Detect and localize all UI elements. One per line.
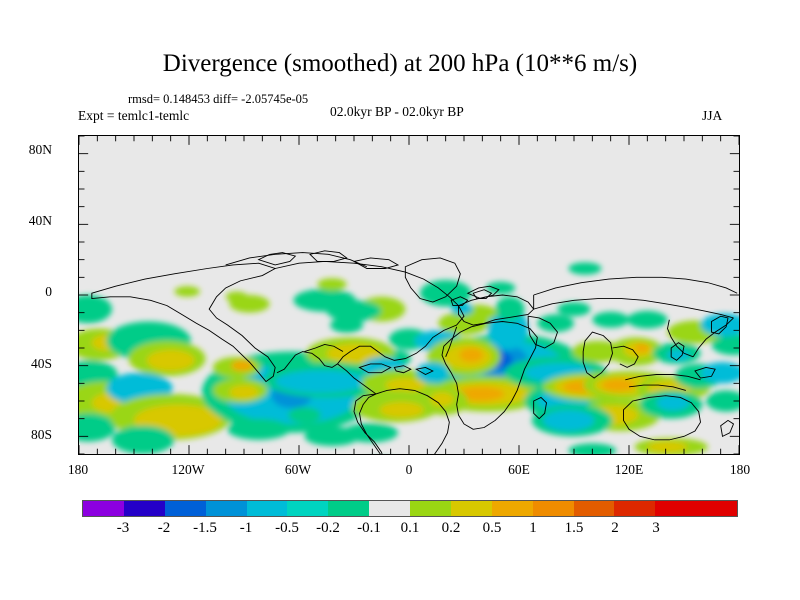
xtick-label-0: 0 — [405, 462, 413, 477]
xtick-label-120e: 120E — [614, 462, 644, 477]
colorbar-band-10 — [491, 501, 533, 516]
season-label: JJA — [702, 108, 723, 123]
colorbar-tick-0.1: 0.1 — [400, 520, 420, 536]
colorbar-band-14 — [655, 501, 697, 516]
coastlines — [91, 250, 738, 454]
ytick-label-80s: 80S — [30, 427, 52, 442]
colorbar[interactable] — [82, 500, 738, 517]
colorbar-band-15 — [696, 501, 737, 516]
ytick-label-0: 0 — [45, 284, 52, 299]
chart-title: Divergence (smoothed) at 200 hPa (10**6 … — [162, 50, 638, 77]
colorbar-tick--0.1: -0.1 — [357, 520, 381, 536]
colorbar-band-6 — [328, 501, 370, 516]
colorbar-band-13 — [614, 501, 656, 516]
ytick-label-80n: 80N — [28, 142, 52, 157]
colorbar-tick-0.2: 0.2 — [441, 520, 461, 536]
colorbar-band-11 — [532, 501, 574, 516]
xtick-label-60w: 60W — [284, 462, 312, 477]
colorbar-tick--0.2: -0.2 — [316, 520, 340, 536]
ytick-label-40n: 40N — [28, 213, 52, 228]
colorbar-band-7 — [369, 501, 410, 516]
rmsd-annotation: rmsd= 0.148453 diff= -2.05745e-05 — [128, 92, 309, 106]
frame-ticks — [79, 136, 739, 454]
colorbar-band-2 — [164, 501, 206, 516]
colorbar-tick-3: 3 — [652, 520, 660, 536]
colorbar-tick-1: 1 — [529, 520, 537, 536]
colorbar-band-12 — [573, 501, 615, 516]
colorbar-tick--2: -2 — [157, 520, 171, 536]
colorbar-band-8 — [410, 501, 451, 516]
colorbar-tick--1: -1 — [239, 520, 253, 536]
colorbar-band-0 — [83, 501, 124, 516]
colorbar-tick--1.5: -1.5 — [193, 520, 217, 536]
period-label: 02.0kyr BP - 02.0kyr BP — [330, 104, 464, 119]
colorbar-band-1 — [123, 501, 165, 516]
xtick-label-60e: 60E — [508, 462, 530, 477]
map-svg — [79, 136, 739, 454]
colorbar-band-5 — [287, 501, 329, 516]
colorbar-tick-2: 2 — [611, 520, 619, 536]
colorbar-tick-0.5: 0.5 — [482, 520, 502, 536]
colorbar-band-3 — [205, 501, 247, 516]
xtick-label-120w: 120W — [171, 462, 205, 477]
colorbar-tick-1.5: 1.5 — [564, 520, 584, 536]
contour-field — [79, 262, 739, 454]
colorbar-tick--0.5: -0.5 — [275, 520, 299, 536]
ytick-label-40s: 40S — [30, 356, 52, 371]
colorbar-band-4 — [246, 501, 288, 516]
xtick-label-180w: 180 — [67, 462, 89, 477]
xtick-label-180e: 180 — [729, 462, 751, 477]
map-plot-area — [78, 135, 740, 455]
colorbar-tick--3: -3 — [116, 520, 130, 536]
colorbar-band-9 — [450, 501, 492, 516]
experiment-label: Expt = temlc1-temlc — [78, 108, 190, 123]
